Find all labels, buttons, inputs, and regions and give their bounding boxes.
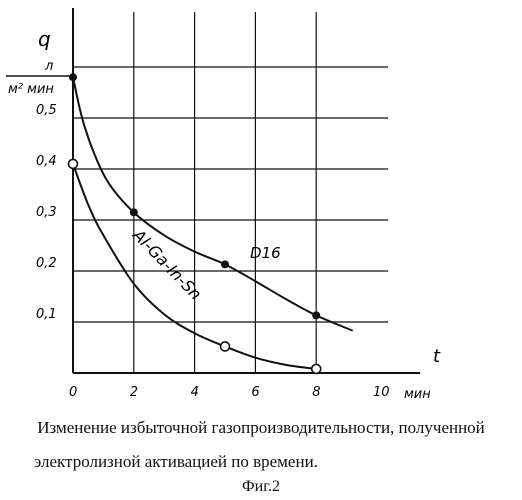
y-tick-label: 0,2 xyxy=(36,256,57,271)
grid-layer xyxy=(73,12,388,373)
data-point-d16 xyxy=(221,260,229,268)
series-label-d16: D16 xyxy=(250,244,281,262)
x-tick-label: 10 xyxy=(373,385,390,400)
y-tick-label: 0,3 xyxy=(36,205,57,220)
series-line-d16 xyxy=(73,77,353,330)
y-tick-label: 0,5 xyxy=(36,103,57,118)
x-tick-label: 2 xyxy=(130,385,138,400)
y-axis-unit-numerator: л xyxy=(44,59,53,74)
data-point-al-ga-in-sn xyxy=(312,364,321,373)
data-point-d16 xyxy=(69,73,77,81)
caption-line-1: Изменение избыточной газопроизводительно… xyxy=(0,418,522,438)
x-tick-label: 4 xyxy=(191,385,199,400)
data-point-al-ga-in-sn xyxy=(221,342,230,351)
figure-label: Фиг.2 xyxy=(0,478,522,496)
chart: q л м² мин t мин D16 Al-Ga-In-Sn 0246810… xyxy=(0,0,522,410)
tick-layer: 0 2 4 6 8 10 0,1 0,2 0,3 0,4 0,5 xyxy=(36,103,390,400)
y-axis-symbol: q xyxy=(38,27,51,51)
x-tick-label: 6 xyxy=(251,385,259,400)
y-tick-label: 0,1 xyxy=(36,307,57,322)
curve-layer xyxy=(73,77,353,369)
y-axis-unit-denominator: м² мин xyxy=(8,82,54,97)
axes-layer xyxy=(73,8,420,373)
x-axis-unit: мин xyxy=(404,387,431,402)
x-tick-label: 0 xyxy=(69,385,77,400)
data-point-al-ga-in-sn xyxy=(69,159,78,168)
x-tick-label: 8 xyxy=(312,385,320,400)
x-axis-symbol: t xyxy=(433,346,441,367)
caption-line-2: электролизной активацией по времени. xyxy=(34,452,318,472)
data-point-d16 xyxy=(312,311,320,319)
y-tick-label: 0,4 xyxy=(36,154,57,169)
data-point-d16 xyxy=(130,208,138,216)
